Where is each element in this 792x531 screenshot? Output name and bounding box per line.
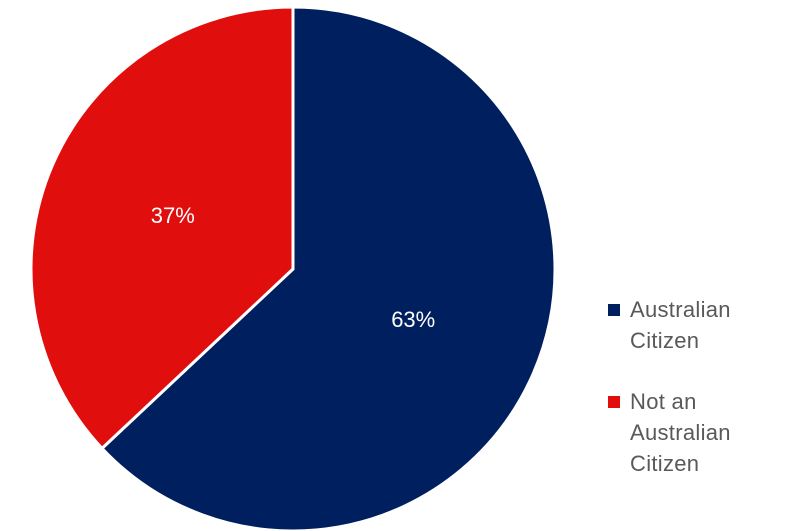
legend-swatch-not-australian-citizen [608, 396, 620, 408]
legend: Australian Citizen Not an Australian Cit… [608, 294, 788, 509]
pie-slice-not-an-australian-citizen [29, 5, 295, 450]
legend-label: Not an Australian Citizen [630, 389, 731, 476]
legend-swatch-australian-citizen [608, 304, 620, 316]
legend-item-not-australian-citizen: Not an Australian Citizen [608, 386, 788, 479]
data-label: 63% [391, 307, 435, 332]
legend-label: Australian Citizen [630, 297, 731, 353]
pie-slice-australian-citizen [100, 5, 557, 531]
legend-item-australian-citizen: Australian Citizen [608, 294, 788, 356]
data-label: 37% [151, 203, 195, 228]
